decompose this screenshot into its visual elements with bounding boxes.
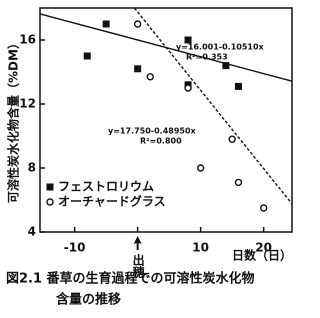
chart: 可溶性炭水化物含量（%DM） 日数（日） 図2.1 番草の生育過程での可溶性炭水… (6, 7, 293, 308)
x-tick-label: 10 (192, 241, 209, 255)
y-tick-label: 16 (19, 33, 36, 47)
caption: 含量の推移 (55, 292, 121, 308)
plot-frame (39, 7, 293, 233)
point (134, 65, 142, 73)
equation: y=16.001-0.10510x (176, 43, 265, 52)
point (234, 178, 243, 187)
equation: y=17.750-0.48950x (108, 127, 197, 136)
point (184, 36, 192, 44)
legend-marker (46, 198, 54, 206)
point (102, 20, 110, 28)
x-tick-label: -10 (64, 241, 86, 255)
y-tick-label: 8 (28, 161, 36, 175)
point (222, 62, 230, 70)
x-axis-label: 日数（日） (232, 248, 292, 263)
point (234, 82, 242, 90)
y-tick-label: 12 (19, 97, 36, 111)
point (228, 135, 236, 143)
page: 可溶性炭水化物含量（%DM） 日数（日） 図2.1 番草の生育過程での可溶性炭水… (5, 7, 293, 308)
legend-label: オーチャードグラス (58, 194, 166, 209)
heading-arrow (133, 236, 142, 250)
x-tick-label: 20 (255, 241, 272, 255)
r-squared: R²=0.800 (140, 137, 182, 146)
caption: 図2.1 番草の生育過程での可溶性炭水化物 (6, 271, 255, 287)
x-tick-label: 出穂 (131, 253, 145, 279)
regression-line (133, 7, 293, 205)
y-axis-label: 可溶性炭水化物含量（%DM） (6, 37, 21, 203)
point (146, 73, 154, 81)
point (184, 84, 192, 92)
legend-marker (46, 183, 54, 191)
point (83, 52, 91, 60)
legend-label: フェストロリウム (58, 180, 154, 194)
r-squared: R²=0.353 (186, 53, 228, 62)
point (133, 20, 142, 28)
y-tick-label: 4 (28, 225, 36, 239)
point (259, 204, 268, 212)
point (196, 164, 205, 172)
